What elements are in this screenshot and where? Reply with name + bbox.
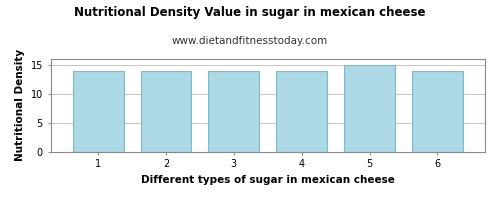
Bar [140,71,192,152]
Text: Nutritional Density Value in sugar in mexican cheese: Nutritional Density Value in sugar in me… [74,6,426,19]
Bar [276,71,327,152]
X-axis label: Different types of sugar in mexican cheese: Different types of sugar in mexican chee… [141,175,395,185]
Bar [412,71,463,152]
Bar [344,65,395,152]
Text: www.dietandfitnesstoday.com: www.dietandfitnesstoday.com [172,36,328,46]
Y-axis label: Nutritional Density: Nutritional Density [15,49,25,161]
Bar [72,71,124,152]
Bar [208,71,260,152]
